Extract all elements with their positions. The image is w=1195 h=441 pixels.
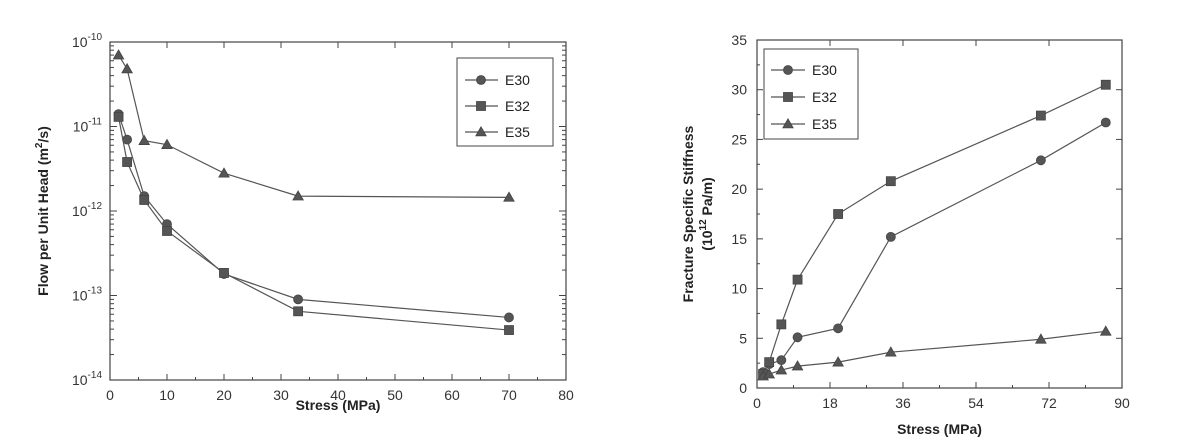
y-tick-label: 10-13	[72, 286, 102, 304]
series-line-e35	[118, 54, 510, 198]
x-tick-label: 30	[273, 387, 289, 403]
y-tick-label: 10-12	[72, 201, 102, 219]
y-tick-label: 15	[731, 231, 747, 247]
legend-label: E35	[505, 124, 530, 140]
data-point-e30	[885, 231, 896, 242]
data-point-e35	[218, 167, 230, 178]
x-tick-label: 90	[1114, 395, 1130, 411]
legend-marker-e32	[783, 92, 793, 102]
data-point-e30	[504, 312, 514, 323]
data-point-e35	[884, 346, 897, 357]
data-point-e32	[122, 157, 132, 167]
data-point-e32	[293, 306, 304, 317]
legend: E30 E32 E35	[456, 57, 554, 147]
data-point-e35	[112, 49, 125, 60]
legend-marker-e30	[476, 75, 486, 85]
legend-marker-e35	[782, 117, 794, 129]
data-point-e35	[1099, 325, 1112, 336]
data-point-e32	[113, 111, 124, 122]
x-tick-label: 54	[968, 395, 984, 411]
x-tick-label: 10	[159, 387, 175, 403]
data-point-e32	[792, 274, 803, 285]
series-line-e32	[762, 84, 1107, 375]
x-tick-label: 18	[822, 395, 838, 411]
data-point-e35	[138, 134, 151, 145]
data-point-e35	[1034, 333, 1047, 344]
y-tick-label: 10-14	[72, 370, 102, 388]
legend-marker-e35	[475, 125, 487, 137]
series-line-e30	[117, 113, 510, 319]
y-tick-label: 10-10	[72, 32, 102, 50]
x-tick-label: 70	[501, 387, 517, 403]
data-point-e35	[161, 138, 173, 149]
series-line-e32	[117, 116, 510, 331]
data-point-e35	[775, 364, 788, 375]
data-point-e32	[833, 209, 844, 219]
legend-box	[763, 48, 859, 140]
data-point-e35	[292, 190, 304, 201]
legend-label: E32	[505, 98, 530, 114]
y-tick-label: 10-11	[73, 117, 103, 135]
data-point-e35	[503, 191, 515, 202]
data-point-e35	[791, 360, 804, 371]
y-tick-label: 35	[731, 32, 747, 48]
data-point-e30	[776, 355, 787, 366]
x-tick-label: 40	[330, 387, 346, 403]
x-tick-label: 72	[1041, 395, 1057, 411]
data-point-e30	[792, 332, 803, 343]
data-point-e32	[504, 325, 514, 335]
data-point-e32	[776, 319, 787, 330]
y-tick-label: 20	[731, 181, 747, 197]
legend-marker-e30	[783, 65, 793, 75]
x-tick-label: 36	[895, 395, 911, 411]
y-tick-label: 0	[739, 380, 747, 396]
legend-label: E32	[812, 89, 837, 105]
y-tick-label: 25	[731, 131, 747, 147]
data-point-e35	[121, 62, 133, 74]
flow-chart: 0 10 20 30 40 50 60 70 80 10-14 10-13 10-12 10-11 10-…	[34, 32, 574, 413]
legend: E30 E32 E35	[763, 48, 859, 140]
data-point-e35	[832, 356, 845, 367]
data-point-e30	[1100, 117, 1111, 128]
series-line-e30	[762, 122, 1107, 373]
data-point-e35	[763, 368, 776, 379]
legend-box	[456, 57, 554, 147]
x-tick-label: 80	[558, 387, 574, 403]
legend-marker-e32	[476, 101, 486, 111]
data-point-e30	[1035, 155, 1046, 166]
x-axis-label: Stress (MPa)	[897, 421, 982, 437]
data-point-e32	[1100, 79, 1111, 90]
y-tick-label: 30	[731, 82, 747, 98]
data-point-e32	[764, 357, 775, 368]
legend-label: E30	[505, 72, 530, 88]
y-axis-label-line2: (1012 Pa/m)	[698, 177, 715, 250]
legend-label: E35	[812, 116, 837, 132]
stiffness-chart: 0 18 36 54 72 90 0 5 10 15 20 25 30 35 E30 E32 E35 Stress…	[680, 32, 1130, 437]
data-point-e32	[885, 176, 896, 187]
data-point-e30	[293, 294, 304, 305]
y-tick-label: 5	[739, 330, 747, 346]
x-tick-label: 50	[387, 387, 403, 403]
x-tick-label: 0	[753, 395, 761, 411]
series-line-e35	[762, 330, 1106, 377]
data-point-e32	[219, 268, 229, 278]
data-point-e32	[162, 226, 172, 236]
data-point-e30	[833, 323, 844, 334]
y-axis-label-line1: Fracture Specific Stiffness	[680, 125, 696, 302]
x-tick-label: 0	[106, 387, 114, 403]
x-axis-label: Stress (MPa)	[296, 397, 381, 413]
x-tick-label: 20	[216, 387, 232, 403]
y-tick-label: 10	[731, 281, 747, 297]
y-axis-label: Flow per Unit Head (m2/s)	[34, 126, 51, 296]
data-point-e32	[139, 195, 150, 205]
x-tick-label: 60	[444, 387, 460, 403]
data-point-e32	[1035, 110, 1046, 121]
legend-label: E30	[812, 62, 837, 78]
